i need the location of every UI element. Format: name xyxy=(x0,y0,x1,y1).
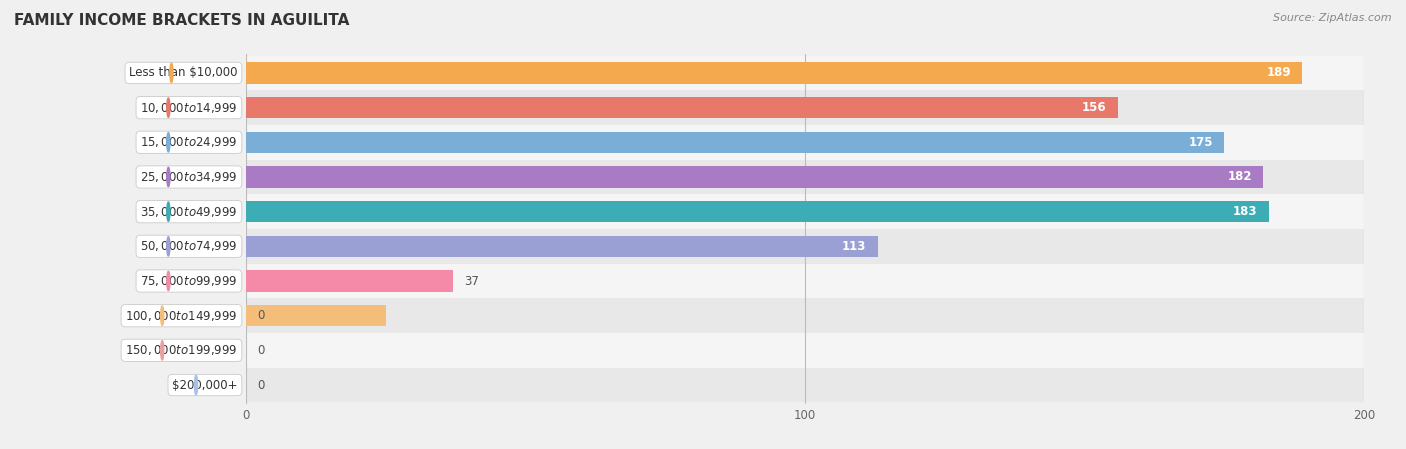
Text: 175: 175 xyxy=(1188,136,1213,149)
Text: 0: 0 xyxy=(257,344,264,357)
Circle shape xyxy=(194,375,198,395)
Bar xyxy=(0,56,1406,90)
Bar xyxy=(0,160,1406,194)
Circle shape xyxy=(160,341,163,360)
Bar xyxy=(0,333,1406,368)
Bar xyxy=(246,236,877,257)
Circle shape xyxy=(167,271,170,291)
Circle shape xyxy=(160,306,163,326)
Text: 183: 183 xyxy=(1233,205,1257,218)
Bar xyxy=(0,264,1406,298)
Circle shape xyxy=(167,167,170,187)
Text: Less than $10,000: Less than $10,000 xyxy=(129,66,238,79)
Text: 0: 0 xyxy=(257,309,264,322)
Text: 189: 189 xyxy=(1267,66,1291,79)
Text: $200,000+: $200,000+ xyxy=(172,379,238,392)
Circle shape xyxy=(167,237,170,256)
Bar xyxy=(246,201,1268,222)
Text: $15,000 to $24,999: $15,000 to $24,999 xyxy=(141,135,238,150)
Circle shape xyxy=(170,63,173,83)
Text: 37: 37 xyxy=(464,274,479,287)
Bar xyxy=(0,90,1406,125)
Bar xyxy=(246,97,1118,119)
Bar xyxy=(0,298,1406,333)
Bar xyxy=(0,194,1406,229)
Text: $10,000 to $14,999: $10,000 to $14,999 xyxy=(141,101,238,114)
Bar xyxy=(0,229,1406,264)
Circle shape xyxy=(167,202,170,221)
Bar xyxy=(0,125,1406,160)
Text: $75,000 to $99,999: $75,000 to $99,999 xyxy=(141,274,238,288)
Bar xyxy=(246,132,1225,153)
Text: $25,000 to $34,999: $25,000 to $34,999 xyxy=(141,170,238,184)
Text: $50,000 to $74,999: $50,000 to $74,999 xyxy=(141,239,238,253)
Circle shape xyxy=(167,132,170,152)
Text: 0: 0 xyxy=(257,379,264,392)
Circle shape xyxy=(167,98,170,117)
Text: Source: ZipAtlas.com: Source: ZipAtlas.com xyxy=(1274,13,1392,23)
Text: $150,000 to $199,999: $150,000 to $199,999 xyxy=(125,343,238,357)
Text: $35,000 to $49,999: $35,000 to $49,999 xyxy=(141,205,238,219)
Bar xyxy=(0,368,1406,402)
Text: 182: 182 xyxy=(1227,171,1251,184)
Bar xyxy=(246,166,1263,188)
Bar xyxy=(246,270,453,292)
Text: $100,000 to $149,999: $100,000 to $149,999 xyxy=(125,308,238,323)
Text: FAMILY INCOME BRACKETS IN AGUILITA: FAMILY INCOME BRACKETS IN AGUILITA xyxy=(14,13,350,28)
Text: 113: 113 xyxy=(842,240,866,253)
Bar xyxy=(246,305,385,326)
Text: 156: 156 xyxy=(1083,101,1107,114)
Bar xyxy=(246,62,1302,84)
